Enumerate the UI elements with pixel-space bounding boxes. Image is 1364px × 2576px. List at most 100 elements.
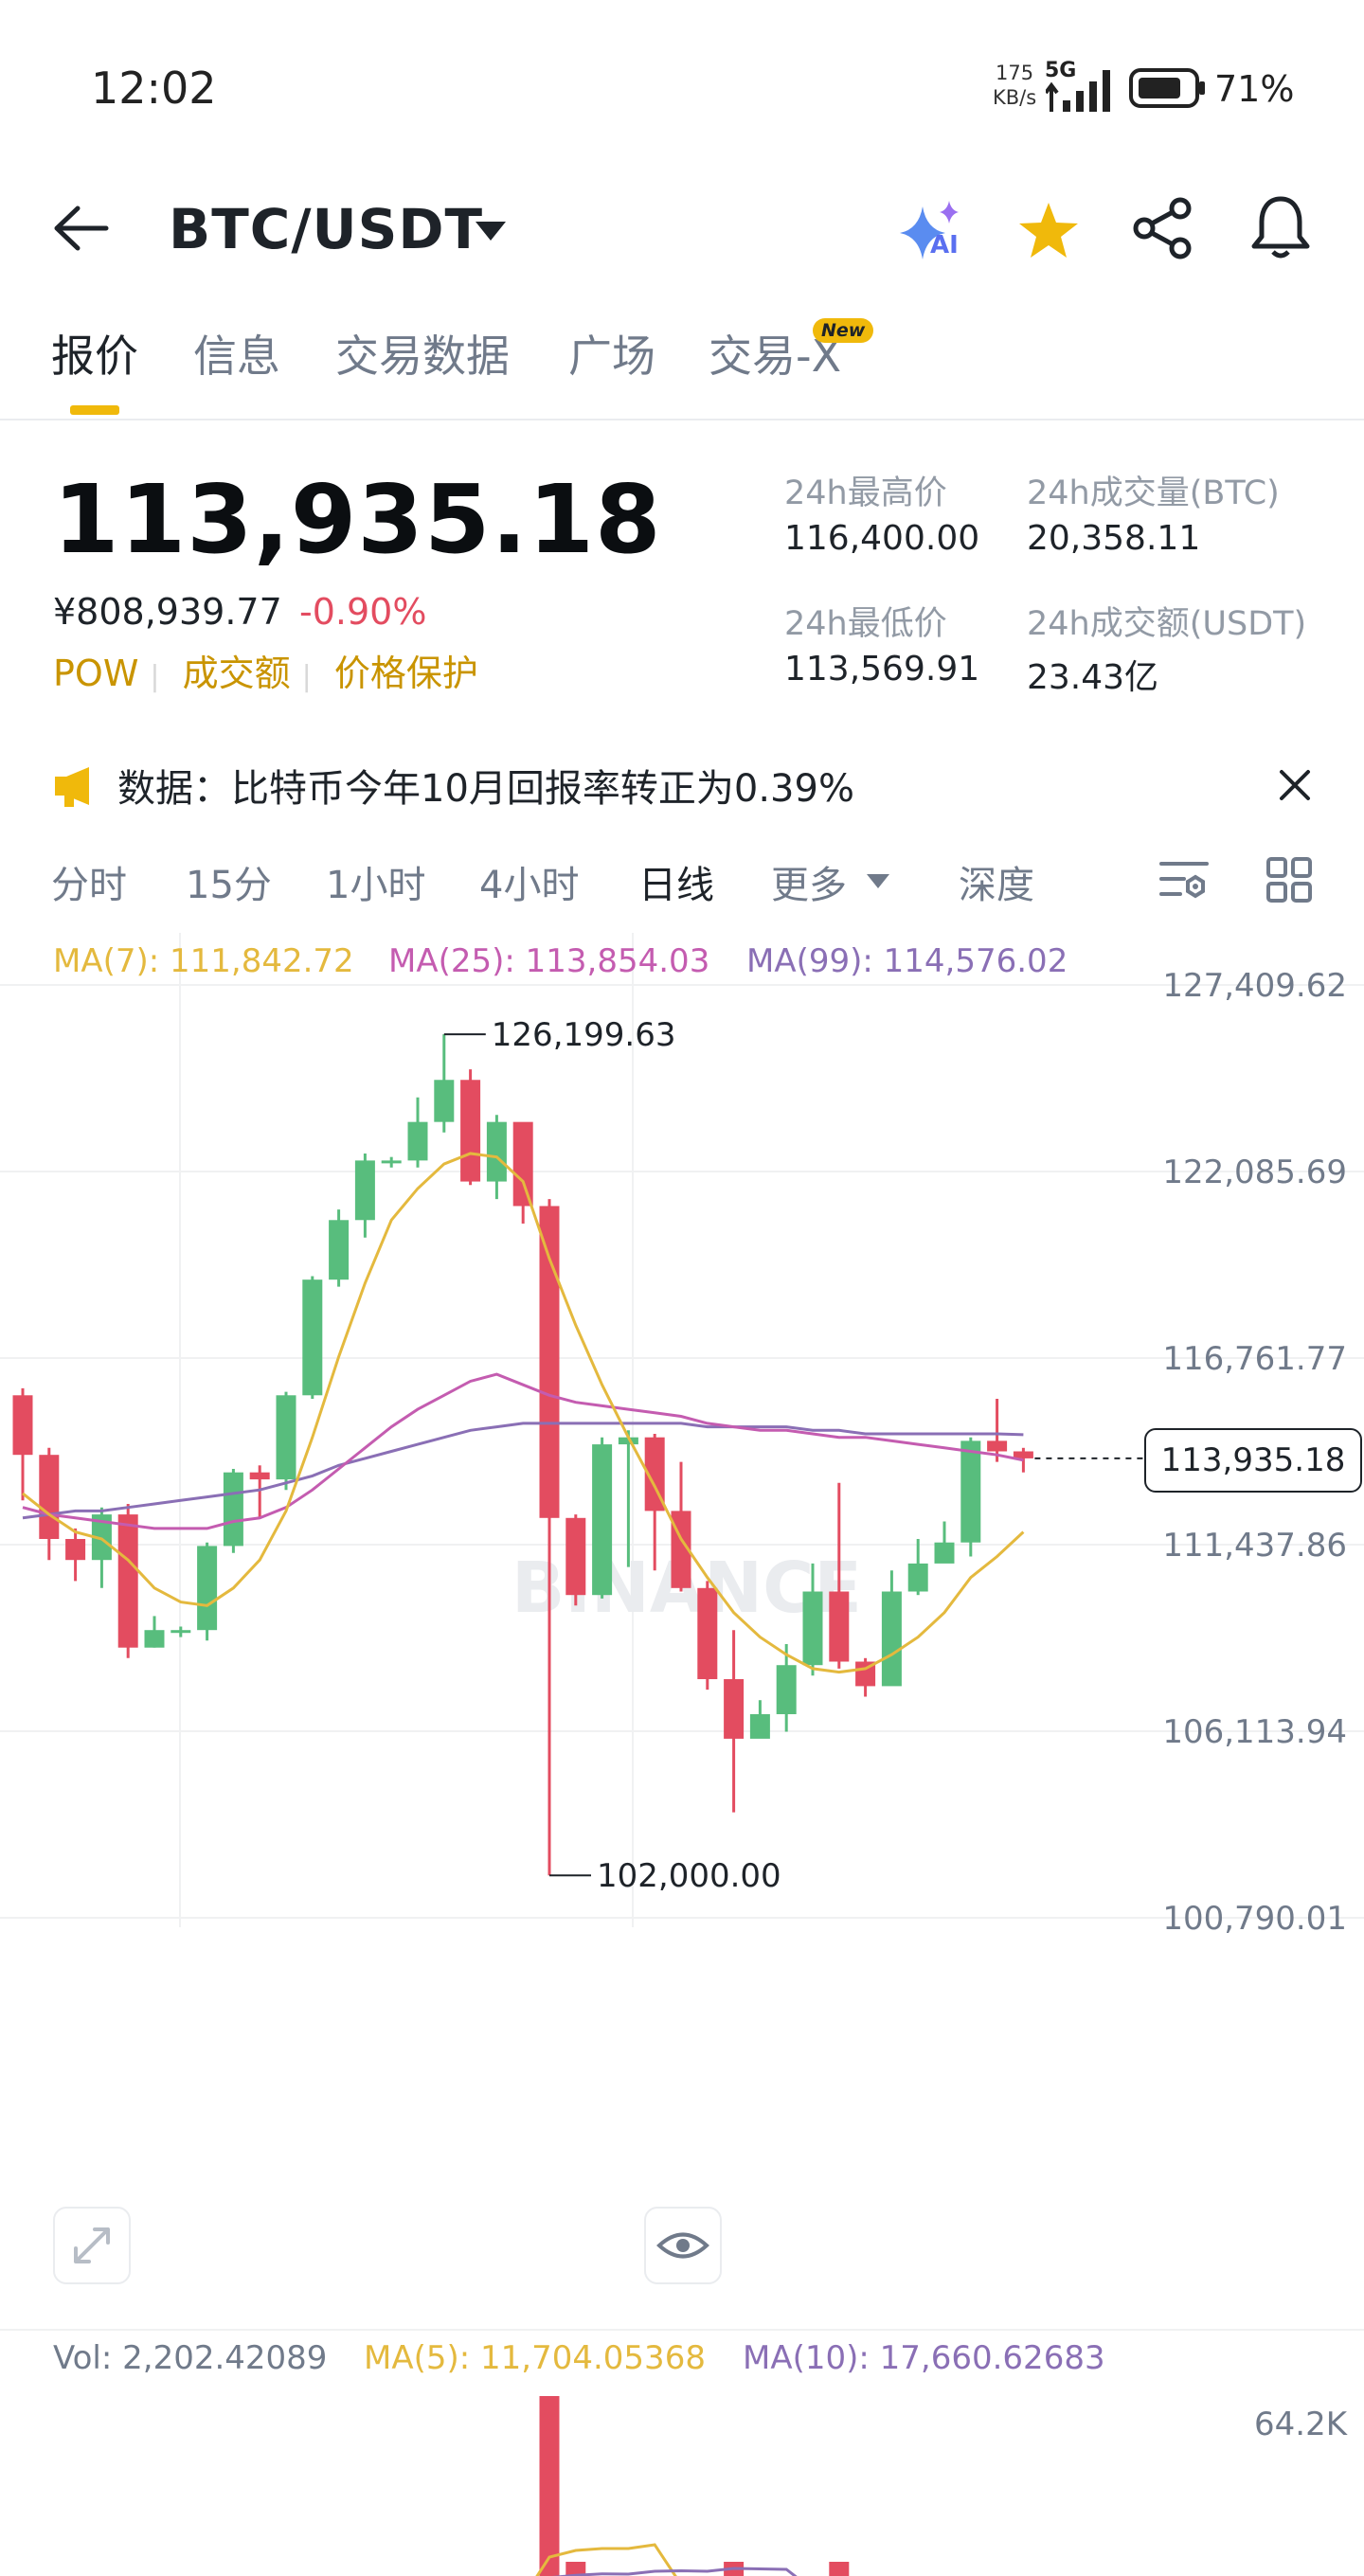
candle <box>749 1700 770 1739</box>
new-badge: New <box>813 318 874 343</box>
candle <box>960 1437 981 1557</box>
candle <box>144 1616 165 1648</box>
tag-pow[interactable]: POW <box>53 653 139 694</box>
candle <box>354 1153 375 1238</box>
bell-icon[interactable] <box>1250 193 1311 261</box>
candle-body <box>618 1437 638 1445</box>
eye-icon <box>656 2232 709 2259</box>
candle <box>881 1570 902 1687</box>
stat-high-value: 116,400.00 <box>784 519 980 558</box>
candle <box>539 1199 560 1876</box>
candle-body <box>565 1517 586 1596</box>
tab-quote[interactable]: 报价 <box>51 331 138 382</box>
high-marker-label: 126,199.63 <box>492 1016 676 1054</box>
net-speed: 175 KB/s <box>993 61 1036 110</box>
ma25-line <box>22 1372 1024 1530</box>
candle <box>644 1433 665 1571</box>
back-arrow-icon[interactable] <box>53 205 110 252</box>
more-caret-icon[interactable] <box>866 873 890 890</box>
tag-turnover[interactable]: 成交额 <box>182 653 291 694</box>
candle <box>565 1514 586 1606</box>
interval-15m[interactable]: 15分 <box>186 864 272 907</box>
vol-ma10-legend: MA(10): 17,660.62683 <box>743 2339 1105 2377</box>
fullscreen-button[interactable] <box>53 2207 131 2284</box>
interval-more[interactable]: 更多 <box>771 864 847 907</box>
pair-selector[interactable]: BTC/USDT <box>169 197 483 261</box>
stat-low-label: 24h最低价 <box>784 605 947 643</box>
candle-body <box>407 1121 428 1161</box>
chart-settings-icon[interactable] <box>1158 856 1211 903</box>
share-icon[interactable] <box>1133 197 1194 259</box>
grid-layout-icon[interactable] <box>1265 856 1313 903</box>
last-price-tag: 113,935.18 <box>1144 1427 1362 1493</box>
volume-legend: Vol: 2,202.42089 <box>53 2339 328 2377</box>
candle <box>855 1657 876 1697</box>
volume-axis-max: 64.2K <box>1254 2406 1347 2443</box>
candle <box>776 1644 797 1732</box>
candle <box>381 1156 402 1168</box>
ai-button[interactable]: AI <box>898 197 964 263</box>
candle <box>1013 1447 1033 1473</box>
star-icon[interactable] <box>1017 201 1080 259</box>
candle <box>12 1387 33 1501</box>
visibility-button[interactable] <box>644 2207 722 2284</box>
stat-volume-usdt-value: 23.43亿 <box>1027 658 1159 697</box>
sparkle-icon <box>900 201 959 259</box>
chevron-down-icon[interactable] <box>474 220 508 242</box>
candle-body <box>776 1665 797 1715</box>
stat-volume-btc-value: 20,358.11 <box>1027 519 1201 558</box>
candle-body <box>486 1121 507 1182</box>
main-tabs <box>0 313 1364 420</box>
candle <box>434 1034 455 1133</box>
candle-body <box>644 1437 665 1512</box>
candle-body <box>197 1546 218 1631</box>
candle-body <box>697 1587 718 1680</box>
interval-time-share[interactable]: 分时 <box>51 864 127 907</box>
candle-body <box>512 1121 533 1207</box>
ai-label: AI <box>930 231 959 259</box>
price-tick-label: 122,085.69 <box>1162 1154 1347 1191</box>
close-icon[interactable] <box>1279 769 1311 801</box>
candle-body <box>907 1563 928 1592</box>
notice-banner[interactable] <box>0 748 1364 824</box>
tab-square[interactable]: 广场 <box>568 331 655 382</box>
tab-info[interactable]: 信息 <box>193 331 280 382</box>
candle <box>170 1626 191 1637</box>
candle-body <box>987 1440 1008 1452</box>
pair-name: BTC/USDT <box>169 197 484 261</box>
tag-price-protection[interactable]: 价格保护 <box>333 653 478 694</box>
chart-grid <box>0 933 1364 2331</box>
price-tick-label: 127,409.62 <box>1162 967 1347 1005</box>
candle-body <box>539 1206 560 1518</box>
candle-body <box>65 1539 86 1561</box>
interval-depth[interactable]: 深度 <box>959 864 1034 907</box>
stat-volume-btc-label: 24h成交量(BTC) <box>1027 474 1280 512</box>
battery-percent: 71% <box>1214 68 1295 110</box>
candle-body <box>223 1472 243 1547</box>
candle-body <box>749 1714 770 1739</box>
candle <box>618 1430 638 1567</box>
ma7-legend: MA(7): 111,842.72 <box>53 942 354 980</box>
notice-text[interactable]: 数据：比特币今年10月回报率转正为0.39% <box>117 767 854 811</box>
tab-trading-data[interactable]: 交易数据 <box>335 331 510 382</box>
low-marker-label: 102,000.00 <box>597 1857 781 1895</box>
megaphone-icon <box>55 767 89 807</box>
last-price: 113,935.18 <box>53 464 662 575</box>
candle-body <box>302 1279 323 1396</box>
price-change-percent: -0.90% <box>299 591 427 633</box>
cny-price: ¥808,939.77 <box>53 591 282 633</box>
candle <box>65 1528 86 1582</box>
candle <box>302 1276 323 1399</box>
candle-body <box>144 1630 165 1648</box>
interval-4h[interactable]: 4小时 <box>479 864 580 907</box>
candle-body <box>39 1455 60 1540</box>
ma99-legend: MA(99): 114,576.02 <box>746 942 1068 980</box>
candle <box>39 1447 60 1561</box>
interval-daily[interactable]: 日线 <box>638 864 714 907</box>
candle <box>802 1563 823 1676</box>
volume-bar <box>539 2396 560 2576</box>
signal-icon <box>1046 70 1110 112</box>
interval-1h[interactable]: 1小时 <box>326 864 426 907</box>
active-tab-indicator <box>70 405 119 415</box>
